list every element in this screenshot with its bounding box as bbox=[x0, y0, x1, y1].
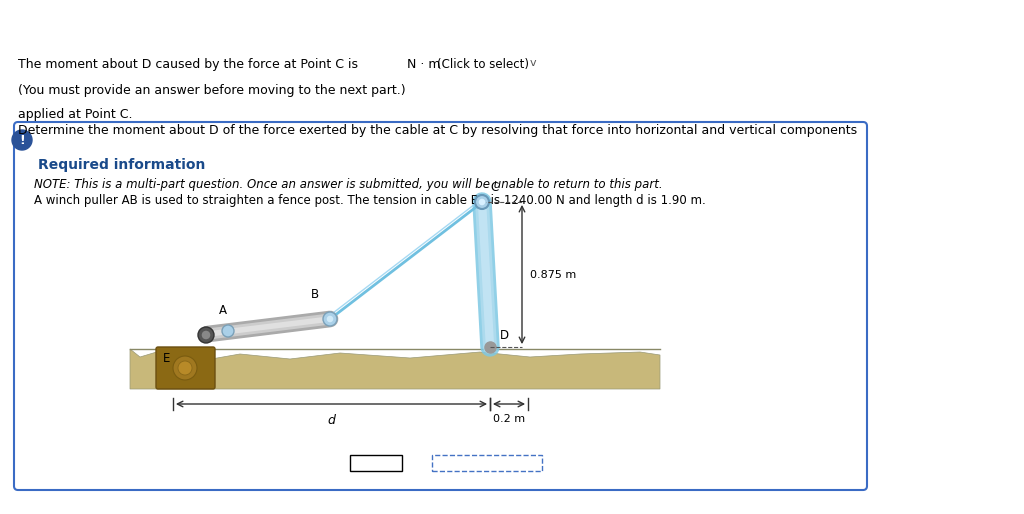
Circle shape bbox=[478, 198, 486, 206]
Text: A: A bbox=[219, 304, 227, 317]
Text: B: B bbox=[311, 288, 319, 301]
Circle shape bbox=[475, 195, 489, 209]
Circle shape bbox=[323, 312, 337, 326]
Text: D: D bbox=[500, 329, 509, 342]
Text: N · m: N · m bbox=[407, 58, 440, 71]
Text: d: d bbox=[328, 414, 336, 427]
Text: A winch puller AB is used to straighten a fence post. The tension in cable BC is: A winch puller AB is used to straighten … bbox=[34, 194, 706, 207]
Circle shape bbox=[326, 315, 334, 323]
Circle shape bbox=[222, 325, 234, 337]
Text: applied at Point C.: applied at Point C. bbox=[18, 108, 132, 121]
Circle shape bbox=[178, 361, 193, 375]
Text: C: C bbox=[490, 181, 499, 194]
Polygon shape bbox=[130, 349, 660, 389]
Text: E: E bbox=[163, 353, 170, 365]
Text: 0.2 m: 0.2 m bbox=[493, 414, 525, 424]
FancyBboxPatch shape bbox=[14, 122, 867, 490]
FancyBboxPatch shape bbox=[156, 347, 215, 389]
Text: !: ! bbox=[19, 134, 25, 146]
FancyBboxPatch shape bbox=[432, 455, 542, 471]
Text: 0.875 m: 0.875 m bbox=[530, 269, 577, 280]
Text: Determine the moment about D of the force exerted by the cable at C by resolving: Determine the moment about D of the forc… bbox=[18, 124, 857, 137]
Text: (You must provide an answer before moving to the next part.): (You must provide an answer before movin… bbox=[18, 84, 406, 97]
Text: (Click to select): (Click to select) bbox=[437, 58, 529, 71]
Circle shape bbox=[198, 327, 214, 343]
Text: The moment about D caused by the force at Point C is: The moment about D caused by the force a… bbox=[18, 58, 358, 71]
Text: Required information: Required information bbox=[38, 158, 206, 172]
Text: v: v bbox=[530, 58, 537, 68]
Text: NOTE: This is a multi-part question. Once an answer is submitted, you will be un: NOTE: This is a multi-part question. Onc… bbox=[34, 178, 663, 191]
FancyBboxPatch shape bbox=[350, 455, 402, 471]
Circle shape bbox=[173, 356, 197, 380]
Circle shape bbox=[12, 130, 32, 150]
Circle shape bbox=[201, 330, 211, 340]
